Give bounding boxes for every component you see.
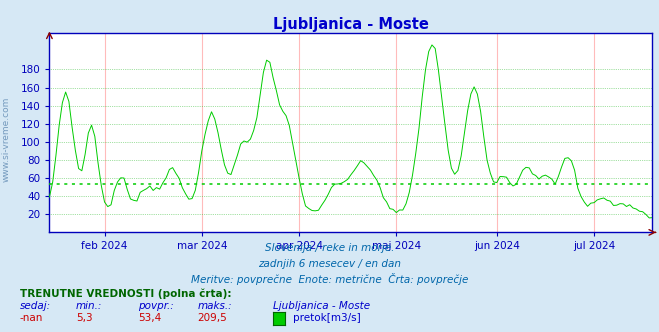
Text: Ljubljanica - Moste: Ljubljanica - Moste xyxy=(273,301,370,311)
Text: TRENUTNE VREDNOSTI (polna črta):: TRENUTNE VREDNOSTI (polna črta): xyxy=(20,289,231,299)
Text: -nan: -nan xyxy=(20,313,43,323)
Title: Ljubljanica - Moste: Ljubljanica - Moste xyxy=(273,17,429,32)
Text: Slovenija / reke in morje.: Slovenija / reke in morje. xyxy=(265,243,394,253)
Text: 53,4: 53,4 xyxy=(138,313,161,323)
Text: maks.:: maks.: xyxy=(198,301,233,311)
Text: sedaj:: sedaj: xyxy=(20,301,51,311)
Text: 209,5: 209,5 xyxy=(198,313,227,323)
Text: min.:: min.: xyxy=(76,301,102,311)
Text: zadnjih 6 mesecev / en dan: zadnjih 6 mesecev / en dan xyxy=(258,259,401,269)
Text: povpr.:: povpr.: xyxy=(138,301,174,311)
Text: www.si-vreme.com: www.si-vreme.com xyxy=(2,97,11,182)
Text: 5,3: 5,3 xyxy=(76,313,92,323)
Text: pretok[m3/s]: pretok[m3/s] xyxy=(293,313,361,323)
Text: Meritve: povprečne  Enote: metrične  Črta: povprečje: Meritve: povprečne Enote: metrične Črta:… xyxy=(191,273,468,285)
